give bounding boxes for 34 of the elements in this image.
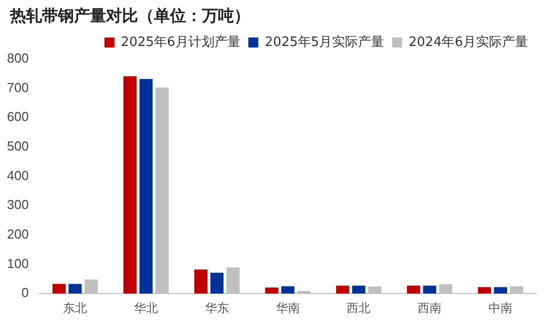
x-tick-label: 华北 <box>134 300 158 315</box>
bar <box>68 284 82 294</box>
x-tick-label: 东北 <box>63 300 88 315</box>
bar <box>281 286 294 294</box>
y-tick-label: 800 <box>6 50 29 66</box>
y-tick-label: 0 <box>21 285 29 300</box>
bar <box>423 286 436 294</box>
x-tick-label: 中南 <box>488 300 513 315</box>
legend-label: 2024年6月实际产量 <box>408 34 528 50</box>
bar <box>123 76 137 294</box>
bar <box>139 78 153 294</box>
bar <box>478 287 492 294</box>
x-tick-label: 西南 <box>418 300 442 315</box>
x-tick-label: 西北 <box>346 300 371 315</box>
y-tick-label: 700 <box>6 80 29 95</box>
bar <box>52 284 66 294</box>
y-tick-label: 100 <box>6 256 29 271</box>
legend-label: 2025年5月实际产量 <box>264 34 384 50</box>
x-tick-label: 华南 <box>276 300 300 315</box>
chart-title: 热轧带钢产量对比（单位：万吨） <box>10 6 250 27</box>
y-tick-label: 300 <box>6 197 29 212</box>
y-tick-label: 500 <box>6 138 29 154</box>
legend-label: 2025年6月计划产量 <box>120 34 240 50</box>
bar <box>494 287 508 294</box>
y-tick-label: 400 <box>6 168 29 183</box>
bar <box>352 286 366 294</box>
bar <box>210 272 224 294</box>
x-tick-label: 华东 <box>204 300 229 315</box>
bar <box>406 286 420 294</box>
y-tick-label: 600 <box>6 109 29 124</box>
y-tick-label: 200 <box>6 226 29 242</box>
bar <box>265 287 278 294</box>
bar <box>336 286 350 294</box>
bar <box>194 270 208 294</box>
